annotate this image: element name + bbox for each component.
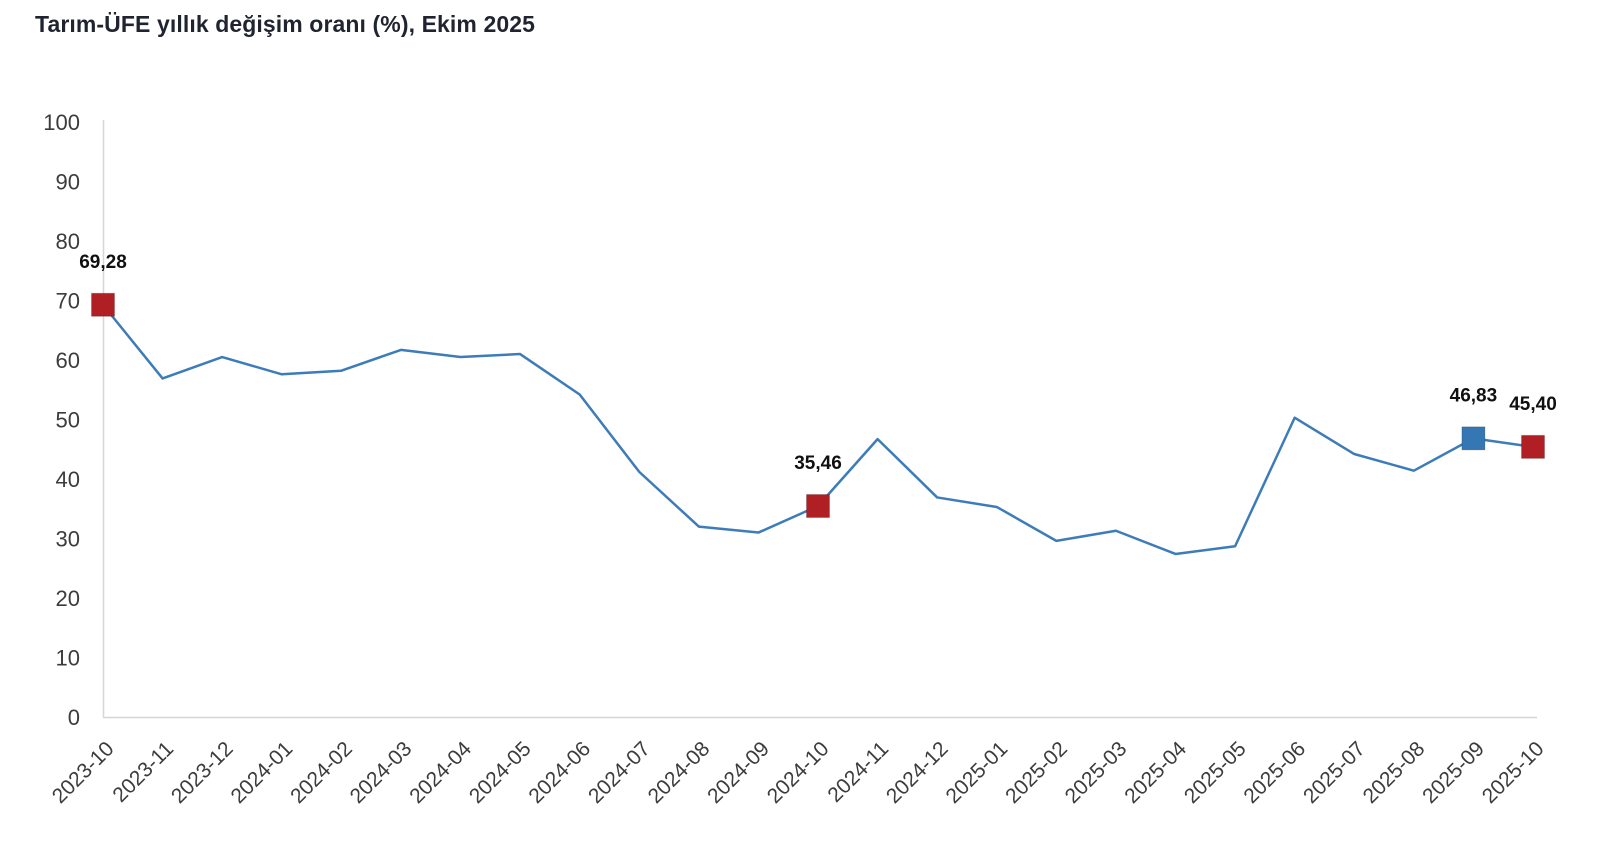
x-tick-label: 2025-04	[1120, 737, 1191, 808]
data-point-marker	[806, 494, 830, 519]
x-tick-label: 2025-08	[1359, 737, 1430, 808]
y-tick-label: 40	[56, 467, 80, 492]
x-tick-label: 2025-10	[1478, 737, 1549, 808]
x-tick-label: 2025-07	[1299, 737, 1370, 808]
x-tick-label: 2023-12	[167, 737, 238, 808]
y-tick-label: 60	[56, 348, 80, 373]
y-tick-label: 80	[56, 229, 80, 254]
y-tick-label: 90	[56, 170, 80, 195]
data-point-marker	[91, 292, 115, 317]
x-tick-label: 2025-09	[1418, 737, 1489, 808]
y-tick-label: 100	[43, 110, 80, 135]
x-tick-label: 2025-02	[1001, 737, 1072, 808]
x-tick-label: 2023-10	[48, 737, 119, 808]
data-point-value-label: 46,83	[1450, 385, 1498, 406]
x-tick-label: 2024-04	[405, 737, 476, 808]
x-tick-label: 2024-06	[524, 737, 595, 808]
x-tick-label: 2024-05	[465, 737, 536, 808]
x-tick-label: 2024-12	[882, 737, 953, 808]
x-tick-label: 2025-01	[942, 737, 1013, 808]
y-tick-label: 30	[56, 527, 80, 552]
chart-title: Tarım-ÜFE yıllık değişim oranı (%), Ekim…	[35, 11, 536, 37]
data-point-value-label: 35,46	[794, 453, 842, 474]
x-tick-label: 2024-02	[286, 737, 357, 808]
y-tick-label: 50	[56, 408, 80, 433]
x-tick-label: 2024-11	[823, 737, 893, 807]
x-tick-label: 2023-11	[108, 737, 178, 807]
y-tick-label: 70	[56, 289, 80, 314]
data-point-value-label: 45,40	[1509, 394, 1557, 415]
x-tick-label: 2024-01	[227, 737, 298, 808]
x-tick-label: 2025-06	[1239, 737, 1310, 808]
y-tick-label: 20	[56, 586, 80, 611]
data-point-value-label: 69,28	[79, 252, 127, 273]
x-tick-label: 2024-08	[644, 737, 715, 808]
y-tick-label: 0	[68, 705, 80, 730]
x-tick-label: 2024-07	[584, 737, 655, 808]
data-point-marker	[1521, 434, 1545, 459]
y-tick-label: 10	[56, 646, 80, 671]
x-tick-label: 2024-03	[346, 737, 417, 808]
x-tick-label: 2024-09	[703, 737, 774, 808]
data-point-marker	[1461, 426, 1486, 451]
x-tick-label: 2024-10	[763, 737, 834, 808]
x-tick-label: 2025-05	[1180, 737, 1251, 808]
x-tick-label: 2025-03	[1061, 737, 1132, 808]
